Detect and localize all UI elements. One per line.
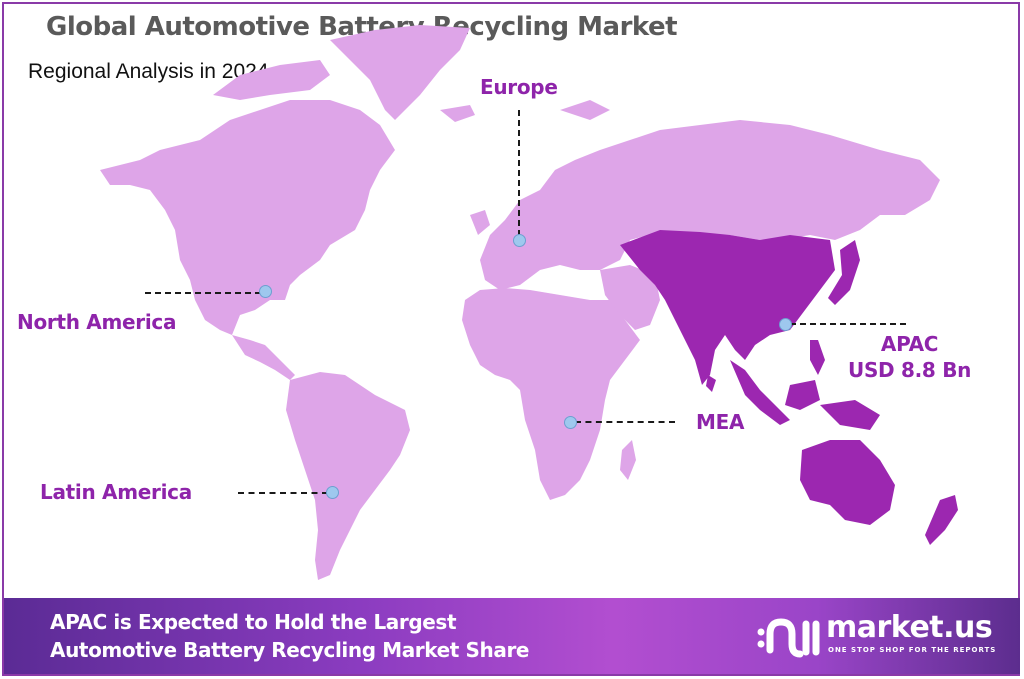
label-apac: APAC USD 8.8 Bn [848,331,971,383]
label-europe: Europe [480,75,558,99]
banner-line-1: APAC is Expected to Hold the Largest [50,610,457,634]
region-north-america-shape [100,25,475,380]
world-map [100,25,958,580]
europe-marker[interactable] [513,234,526,247]
latin-america-leader-line [238,492,328,494]
mea-leader-line [575,421,675,423]
banner-text: APAC is Expected to Hold the Largest Aut… [50,608,529,664]
europe-leader-line [518,110,520,236]
summary-banner: APAC is Expected to Hold the Largest Aut… [4,598,1020,674]
apac-name: APAC [880,332,939,356]
apac-marker[interactable] [779,318,792,331]
label-north-america: North America [17,310,177,334]
page-subtitle: Regional Analysis in 2024 [28,60,269,83]
latin-america-marker[interactable] [326,486,339,499]
banner-line-2: Automotive Battery Recycling Market Shar… [50,638,530,662]
logo-name: market.us [826,610,993,645]
market-us-logo[interactable]: market.us ONE STOP SHOP FOR THE REPORTS [756,610,1006,662]
logo-tagline: ONE STOP SHOP FOR THE REPORTS [828,646,997,654]
region-mea-shape [462,265,660,500]
north-america-marker[interactable] [259,285,272,298]
apac-value: USD 8.8 Bn [848,358,972,382]
apac-leader-line [790,323,906,325]
mea-marker[interactable] [564,416,577,429]
label-mea: MEA [696,410,745,434]
market-us-logo-icon [757,618,820,658]
region-latin-america-shape [286,372,410,580]
north-america-leader-line [145,292,261,294]
region-europe-shape [470,100,940,290]
label-latin-america: Latin America [40,480,192,504]
region-apac-shape [620,230,958,545]
